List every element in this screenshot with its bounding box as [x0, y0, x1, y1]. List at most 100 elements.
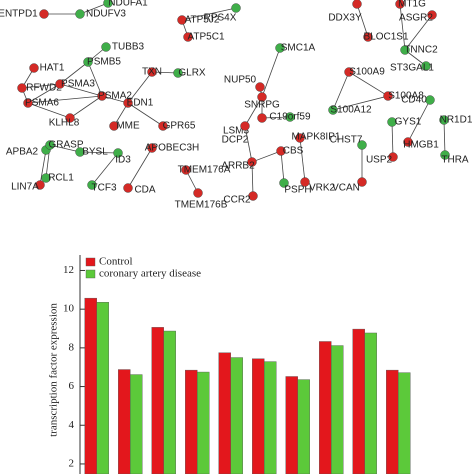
- edge: [299, 137, 306, 183]
- node: [240, 121, 250, 131]
- node-label: VCAN: [332, 183, 360, 194]
- edge: [261, 47, 281, 98]
- bar: [230, 357, 243, 474]
- node: [276, 146, 286, 156]
- node: [75, 147, 85, 157]
- node-label: KLHL8: [49, 118, 80, 129]
- edge: [251, 161, 254, 197]
- y-tick-label: 10: [63, 303, 75, 315]
- node: [177, 15, 187, 25]
- node: [123, 98, 133, 108]
- node-label: MT1G: [398, 0, 426, 10]
- node: [183, 32, 193, 42]
- node-label: TXN: [142, 67, 162, 78]
- node-label: NUP50: [224, 75, 257, 86]
- node-label: PSMA2: [98, 91, 132, 102]
- node-label: LIN7A: [11, 182, 39, 193]
- edge: [91, 152, 119, 186]
- node-label: APOBEC3H: [145, 143, 199, 154]
- node: [285, 112, 295, 122]
- node-label: TNNC2: [404, 45, 438, 56]
- node: [158, 121, 168, 131]
- bar: [185, 369, 198, 474]
- node-label: RCL1: [48, 173, 74, 184]
- node-label: HMGB1: [403, 140, 439, 151]
- node: [35, 180, 45, 190]
- edge: [79, 2, 109, 15]
- y-tick-label: 2: [69, 457, 75, 469]
- bar: [398, 372, 411, 474]
- edge: [27, 95, 103, 104]
- bar: [163, 330, 176, 474]
- node: [387, 117, 397, 127]
- edge: [251, 150, 282, 163]
- node-label: USP2: [366, 155, 393, 166]
- node: [421, 61, 431, 71]
- node-label: NDUFV3: [86, 9, 126, 20]
- node-label: DCP2: [222, 135, 249, 146]
- bar: [151, 327, 164, 474]
- bar: [84, 297, 97, 474]
- node: [395, 0, 405, 9]
- bar: [319, 341, 332, 474]
- edge: [280, 150, 285, 184]
- node: [255, 82, 265, 92]
- edge: [79, 151, 119, 154]
- node: [41, 173, 51, 183]
- node-label: NDUFA1: [108, 0, 148, 9]
- bar: [331, 345, 344, 474]
- node: [83, 57, 93, 67]
- node: [357, 140, 367, 150]
- legend-swatch: [85, 257, 96, 267]
- bar: [297, 379, 310, 474]
- node-label: ID3: [115, 155, 131, 166]
- node: [17, 83, 27, 93]
- edge: [348, 71, 389, 97]
- node-label: RFWD2: [26, 83, 62, 94]
- node-label: TMEM176B: [175, 200, 228, 211]
- node: [295, 133, 305, 143]
- node: [147, 67, 157, 77]
- edge: [244, 125, 253, 163]
- node-label: ATP5C1: [187, 32, 224, 43]
- bar: [264, 361, 277, 474]
- node: [247, 157, 257, 167]
- node: [248, 191, 258, 201]
- edge: [244, 96, 263, 127]
- edge: [127, 147, 153, 189]
- node: [300, 177, 310, 187]
- node-label: EDN1: [127, 98, 154, 109]
- node: [103, 0, 113, 8]
- node: [75, 9, 85, 19]
- edge: [27, 83, 61, 104]
- node: [181, 165, 191, 175]
- node: [344, 67, 354, 77]
- y-tick-label: 8: [69, 341, 75, 353]
- node-label: C19orf59: [269, 112, 311, 123]
- node-label: THRA: [441, 155, 469, 166]
- node-label: ENTPD1: [0, 9, 38, 20]
- node-label: ST3GAL1: [390, 63, 434, 74]
- node-label: CBS: [283, 146, 304, 157]
- node-label: ARRB2: [221, 161, 255, 172]
- edge: [404, 14, 433, 51]
- node: [113, 148, 123, 158]
- node-label: PSMB5: [87, 57, 121, 68]
- bar: [130, 374, 143, 474]
- node: [279, 178, 289, 188]
- node-label: S100A8: [388, 91, 424, 102]
- node: [427, 10, 437, 20]
- edge: [21, 83, 61, 89]
- node-label: BLOC1S1: [363, 32, 408, 43]
- edge: [356, 3, 369, 38]
- node: [383, 91, 393, 101]
- bar: [252, 358, 265, 474]
- node: [425, 95, 435, 105]
- edge: [49, 144, 81, 153]
- legend-label: Control: [99, 256, 133, 268]
- bar: [386, 369, 399, 474]
- node-label: APBA2: [6, 147, 39, 158]
- node-label: SNRPG: [244, 100, 280, 111]
- node: [87, 180, 97, 190]
